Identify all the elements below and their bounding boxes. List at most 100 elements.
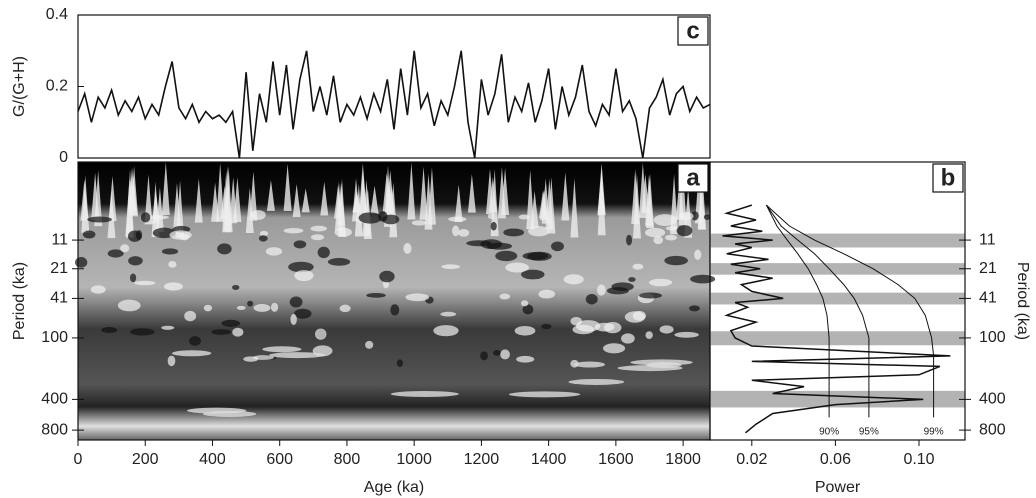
x-tick-label: 1000 [396,451,432,468]
wavelet-blob [135,230,143,241]
wavelet-blob [514,326,536,336]
wavelet-spike [216,162,225,222]
wavelet-blob [679,211,694,221]
y-tick-label: 0 [59,149,68,166]
wavelet-spike [454,184,463,223]
period-band [710,331,965,346]
wavelet-blob [327,258,351,266]
wavelet-blob [574,361,606,368]
wavelet-blob [688,305,700,312]
y-tick-label: 21 [979,260,997,277]
wavelet-blob [433,325,459,337]
wavelet-blob [458,228,470,237]
significance-curve [766,204,935,418]
wavelet-blob [293,240,307,249]
wavelet-blob [294,308,312,319]
panel-label-box [932,163,964,193]
wavelet-blob [522,304,534,315]
wavelet-blob [644,227,666,238]
wavelet-blob [664,255,688,266]
panel-label: b [941,164,956,191]
wavelet-blob [243,356,259,362]
wavelet-blob [339,304,351,313]
wavelet-blob [538,289,555,299]
wavelet-blob [522,252,549,260]
wavelet-spike [547,177,556,234]
wavelet-spike [161,162,170,215]
wavelet-blob [396,359,404,368]
wavelet-blob [140,212,151,223]
wavelet-spike [570,178,579,238]
wavelet-blob [653,236,664,245]
wavelet-blob [82,230,96,239]
y-tick-label: 21 [50,260,68,277]
wavelet-blob [163,282,184,291]
wavelet-blob [365,340,374,349]
wavelet-blob [480,351,488,361]
wavelet-blob [508,391,581,398]
x-tick-label: 0.02 [736,451,767,468]
wavelet-spike [354,183,363,237]
y-tick-label: 41 [979,290,997,307]
wavelet-spike [108,176,117,222]
wavelet-blob [161,325,175,330]
wavelet-blob [203,304,213,312]
x-tick-label: 1800 [665,451,701,468]
wavelet-spike [283,163,292,211]
wavelet-spike [530,190,539,228]
wavelet-blob [630,359,693,366]
wavelet-spike [632,173,641,239]
wavelet-spike [646,173,655,228]
wavelet-blob [147,215,170,220]
wavelet-blob [334,227,352,237]
wavelet-blob [674,331,699,338]
wavelet-blob [617,365,683,372]
wavelet-blob [441,264,460,270]
wavelet-blob [236,305,246,311]
x-tick-label: 600 [266,451,293,468]
wavelet-blob [528,226,550,237]
wavelet-spike [249,171,258,221]
wavelet-spike [194,178,203,223]
wavelet-blob [499,293,511,300]
wavelet-spike [245,187,254,233]
wavelet-blob [232,284,240,290]
wavelet-blob [252,355,274,360]
wavelet-blob [690,274,716,284]
wavelet-blob [247,300,254,307]
wavelet-spike [561,172,570,221]
wavelet-blob [262,346,302,353]
plot-frame [77,14,711,159]
wavelet-blob [283,228,304,234]
significance-label: 99% [924,427,944,438]
wavelet-blob [602,343,626,354]
wavelet-blob [665,226,679,231]
y-axis-label: Period (ka) [1014,262,1031,340]
wavelet-blob [665,234,677,241]
wavelet-spike [81,175,90,233]
wavelet-blob [90,285,106,294]
spectrum-line [722,204,951,434]
period-band [710,233,965,248]
period-band [710,390,965,408]
wavelet-blob [495,250,518,262]
significance-label: 90% [819,427,839,438]
wavelet-blob [611,282,634,291]
panel-label: a [686,164,700,191]
wavelet-spike [337,179,346,237]
x-tick-label: 800 [334,451,361,468]
wavelet-blob [659,325,674,334]
wavelet-blob [541,323,552,330]
wavelet-blob [403,243,412,255]
y-axis-label: Period (ka) [11,262,28,340]
wavelet-blob [621,333,635,344]
wavelet-blob [490,221,497,231]
wavelet-blob [624,311,646,323]
wavelet-blob [87,216,112,223]
y-tick-label: 0.4 [46,6,68,23]
wavelet-blob [563,274,584,285]
significance-label: 95% [859,427,879,438]
wavelet-blob [288,261,314,273]
wavelet-blob [250,210,266,220]
wavelet-blob [134,280,156,286]
